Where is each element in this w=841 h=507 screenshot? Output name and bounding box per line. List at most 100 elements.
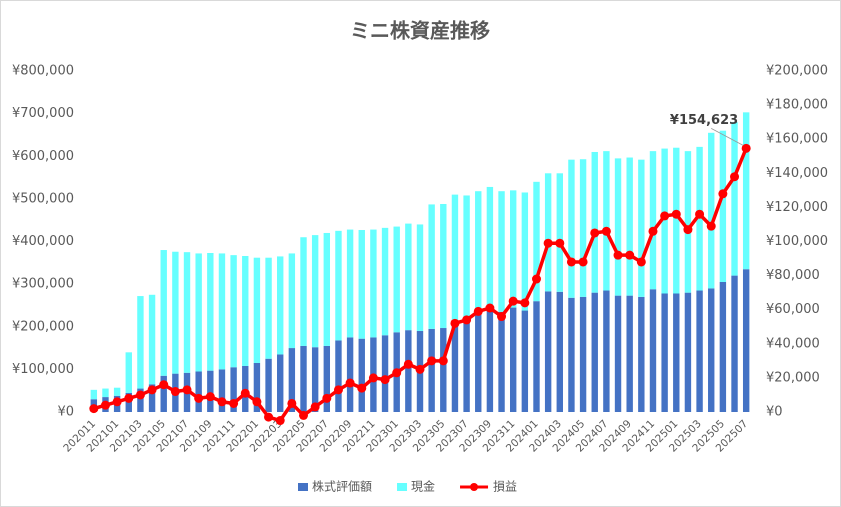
bar: [649, 289, 657, 412]
chart-title: ミニ株資産推移: [350, 19, 490, 43]
line-marker: [625, 250, 635, 260]
line-marker: [229, 398, 239, 408]
bar: [475, 191, 482, 314]
bar: [381, 335, 389, 412]
bar: [323, 345, 331, 412]
bar: [731, 275, 738, 412]
line-marker: [415, 364, 425, 374]
line-marker: [159, 380, 169, 390]
bar: [533, 301, 540, 412]
bar: [521, 310, 529, 412]
line-marker: [112, 397, 122, 407]
line-marker: [368, 373, 378, 383]
y2-tick-label: ¥180,000: [766, 98, 828, 113]
bar: [475, 313, 482, 412]
bar: [160, 250, 167, 376]
bar: [207, 370, 214, 412]
line-marker: [135, 390, 145, 400]
y-tick-label: ¥500,000: [12, 191, 74, 206]
bar: [125, 352, 132, 393]
y2-tick-label: ¥100,000: [766, 234, 828, 249]
y2-tick-label: ¥0: [766, 405, 783, 420]
line-marker: [648, 226, 658, 236]
line-marker: [275, 416, 285, 426]
line-marker: [240, 388, 250, 398]
bar: [90, 389, 98, 400]
line-marker: [450, 318, 460, 328]
label-leader: [710, 128, 744, 146]
line-marker: [730, 172, 740, 182]
bar: [405, 223, 412, 331]
y-tick-label: ¥700,000: [12, 106, 74, 121]
bar: [148, 294, 156, 385]
bar: [405, 330, 412, 412]
y2-tick-label: ¥60,000: [766, 302, 820, 317]
bar: [440, 203, 447, 329]
bar: [673, 293, 680, 412]
bar: [486, 186, 494, 310]
line-marker: [671, 209, 681, 219]
line-marker: [508, 296, 518, 306]
bar: [253, 362, 261, 412]
line-marker: [333, 385, 343, 395]
bar: [556, 173, 563, 292]
bar: [253, 257, 261, 363]
bar: [638, 296, 645, 412]
bar: [661, 148, 668, 294]
y-tick-label: ¥100,000: [12, 362, 74, 377]
line-marker: [345, 378, 355, 388]
line-marker: [438, 356, 448, 366]
bar: [335, 340, 342, 412]
bar: [719, 130, 727, 282]
line-marker: [590, 228, 600, 238]
bar: [719, 281, 727, 412]
y2-tick-label: ¥120,000: [766, 200, 828, 215]
bar: [277, 256, 284, 355]
line-marker: [124, 393, 134, 403]
line-marker: [660, 211, 670, 221]
bar: [451, 194, 459, 321]
y2-tick-label: ¥200,000: [766, 64, 828, 79]
bar: [556, 291, 563, 412]
bar: [568, 297, 575, 412]
bar: [102, 388, 109, 398]
bar: [626, 157, 633, 296]
bar: [230, 367, 237, 412]
bar: [160, 375, 167, 412]
line-marker: [718, 189, 728, 199]
bar: [614, 295, 622, 412]
bar: [533, 181, 540, 302]
line-marker: [497, 312, 507, 322]
bar: [393, 226, 400, 333]
line-marker: [683, 225, 693, 235]
bar: [277, 354, 284, 412]
y-tick-label: ¥200,000: [12, 319, 74, 334]
bar: [708, 288, 715, 412]
legend-swatch: [397, 483, 408, 491]
line-marker: [403, 359, 413, 369]
bar: [649, 151, 657, 290]
y-tick-label: ¥400,000: [12, 234, 74, 249]
bar: [696, 290, 703, 412]
bar: [242, 255, 249, 366]
bar: [288, 253, 296, 349]
y-tick-label: ¥800,000: [12, 64, 74, 79]
line-marker: [182, 385, 192, 395]
bar: [346, 229, 354, 338]
line-marker: [89, 404, 99, 414]
line-marker: [100, 400, 110, 410]
bar: [521, 192, 529, 311]
line-marker: [531, 274, 541, 284]
bar: [311, 347, 319, 412]
line-marker: [636, 257, 646, 267]
bar: [288, 348, 296, 412]
bar: [346, 337, 354, 412]
bar: [195, 371, 202, 412]
bar: [137, 296, 144, 389]
line-marker: [543, 238, 553, 248]
line-marker: [264, 412, 274, 422]
line-marker: [205, 392, 215, 402]
bar: [661, 293, 668, 412]
